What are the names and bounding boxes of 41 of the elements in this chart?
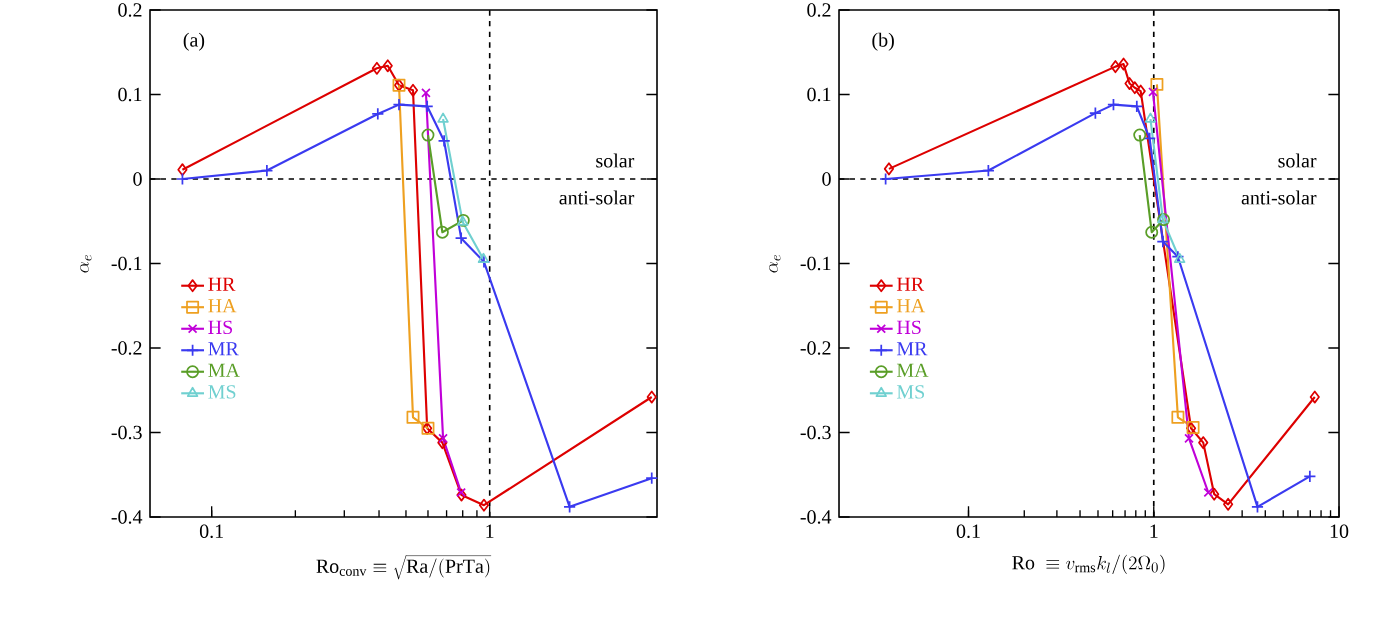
y-axis-title: $\alpha_e$ xyxy=(80,254,92,273)
x-tick-label: 1 xyxy=(1150,524,1158,538)
y-axis-title: $\alpha_e$ xyxy=(769,254,781,273)
y-tick-label: -0.3 xyxy=(111,425,142,440)
legend-label: MR xyxy=(896,342,928,356)
y-tick-label: -0.1 xyxy=(111,256,142,271)
legend-label: HA xyxy=(208,299,237,313)
y-tick-label: -0.3 xyxy=(800,425,831,440)
legend-label: HS xyxy=(208,320,233,335)
annotation: (a) xyxy=(183,32,205,51)
y-tick-label: -0.2 xyxy=(800,341,831,355)
y-tick-label: -0.1 xyxy=(800,256,831,271)
y-tick-label: -0.4 xyxy=(800,510,832,524)
y-tick-label: 0 xyxy=(822,172,831,186)
x-tick-label: 0.1 xyxy=(956,524,980,539)
annotation: solar xyxy=(596,153,635,168)
legend-label: HS xyxy=(896,320,921,335)
legend-label: MR xyxy=(208,342,239,356)
legend-label: HR xyxy=(896,277,925,291)
y-tick-label: 0 xyxy=(133,172,142,186)
annotation: (b) xyxy=(872,32,894,51)
y-tick-label: 0.1 xyxy=(118,87,142,102)
legend-label: MS xyxy=(896,385,925,399)
x-axis-title: $\mathrm{Ro}\ \equiv v_{\mathrm{rms}} k_l/(2\Omega_0)$ xyxy=(1012,554,1165,575)
annotation: anti-solar xyxy=(559,190,635,205)
y-tick-label: -0.2 xyxy=(111,341,142,355)
legend-label: MA xyxy=(208,363,240,377)
y-tick-label: 0.2 xyxy=(807,3,831,17)
x-tick-label: 10 xyxy=(1330,524,1349,538)
legend-label: HA xyxy=(896,299,926,313)
legend-label: HR xyxy=(208,277,236,291)
y-tick-label: 0.1 xyxy=(807,87,831,102)
annotation: solar xyxy=(1278,153,1317,168)
x-tick-label: 1 xyxy=(486,524,494,538)
legend-label: MS xyxy=(208,385,236,399)
y-tick-label: 0.2 xyxy=(118,3,142,17)
legend-label: MA xyxy=(896,363,929,377)
x-tick-label: 0.1 xyxy=(199,524,223,539)
x-axis-title: $\mathrm{Ro}_{\mathrm{conv}} \equiv \sqrt{\mathrm{Ra}/(\mathrm{PrTa})}$ xyxy=(316,555,492,580)
annotation: anti-solar xyxy=(1241,190,1317,205)
y-tick-label: -0.4 xyxy=(111,510,143,524)
